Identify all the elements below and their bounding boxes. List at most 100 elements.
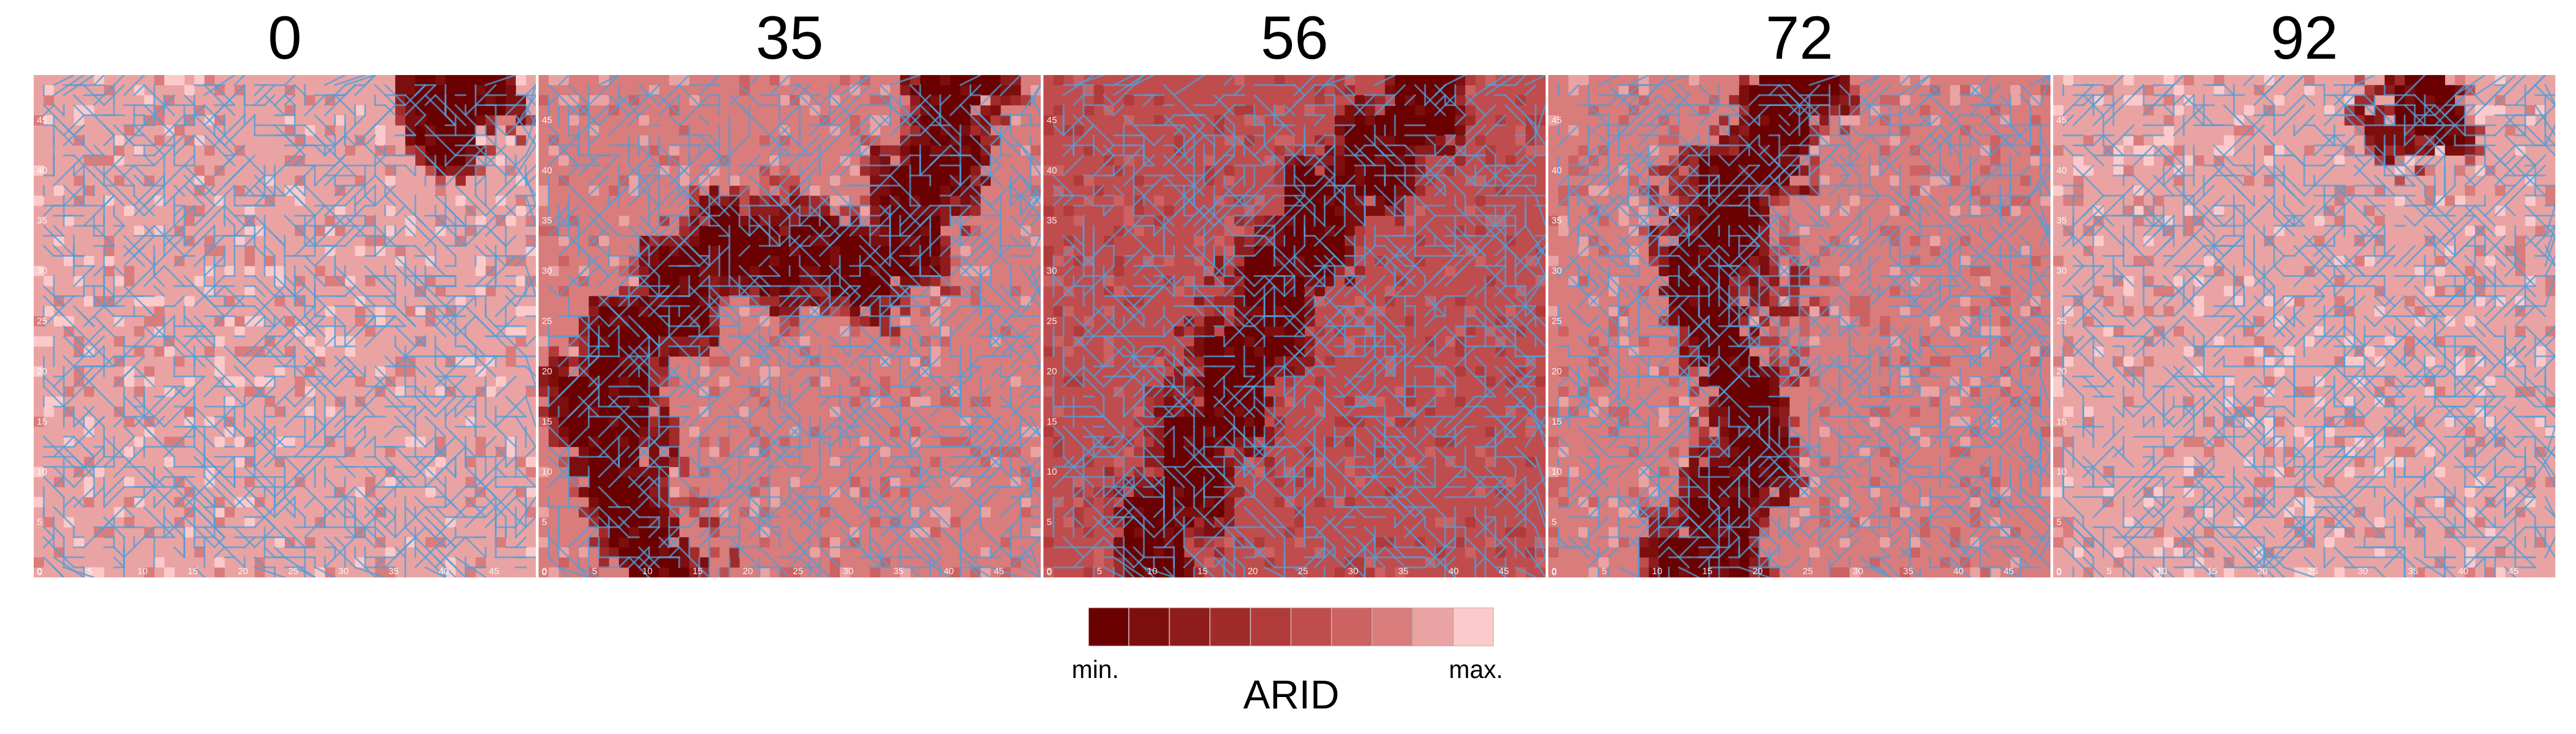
heatmap-cell (184, 85, 195, 96)
network-segment (567, 315, 600, 347)
network-segment (304, 355, 316, 368)
heatmap-cell (1475, 366, 1486, 377)
heatmap-cell (1214, 487, 1225, 497)
heatmap-cell (73, 175, 84, 186)
heatmap-cell (335, 206, 346, 216)
heatmap-cell (415, 306, 426, 316)
heatmap-cell (870, 567, 880, 577)
network-segment (567, 84, 590, 107)
network-segment (1009, 235, 1022, 247)
heatmap-cell (274, 266, 285, 276)
heatmap-cell (659, 457, 670, 468)
heatmap-cell (659, 356, 670, 367)
heatmap-cell (719, 215, 730, 226)
network-segment (1020, 84, 1041, 116)
network-segment (474, 476, 497, 498)
heatmap-cell (234, 235, 245, 246)
network-segment (789, 426, 801, 438)
heatmap-cell (609, 336, 620, 347)
heatmap-cell (1143, 416, 1154, 427)
network-segment (264, 426, 276, 438)
network-segment (608, 476, 620, 488)
heatmap-cell (618, 286, 629, 296)
network-segment (334, 415, 346, 428)
heatmap-cell (890, 235, 901, 246)
heatmap-cell (890, 266, 901, 276)
heatmap-cell (539, 466, 549, 477)
heatmap-cell (790, 215, 800, 226)
heatmap-cell (1264, 306, 1275, 316)
heatmap-cell (304, 537, 315, 548)
network-segment (869, 114, 881, 127)
network-segment (1009, 164, 1041, 197)
heatmap-cell (950, 256, 961, 266)
heatmap-cell (1143, 547, 1154, 558)
heatmap-cell (1455, 346, 1466, 357)
heatmap-cell (1174, 426, 1185, 437)
heatmap-cell (950, 85, 961, 96)
heatmap-cell (64, 215, 74, 226)
network-segment (879, 285, 911, 318)
network-segment (768, 415, 791, 438)
heatmap-cell (1194, 497, 1205, 508)
network-segment (314, 114, 336, 136)
heatmap-cell (759, 567, 770, 577)
heatmap-cell (1114, 567, 1124, 577)
heatmap-cell (669, 75, 680, 85)
network-segment (859, 245, 891, 277)
heatmap-cell (870, 165, 880, 176)
heatmap-cell (1274, 346, 1285, 357)
heatmap-cell (539, 416, 549, 427)
x-tick-label: 10 (642, 566, 653, 576)
network-segment (103, 496, 115, 508)
heatmap-cell (609, 376, 620, 387)
heatmap-cell (849, 477, 860, 488)
network-segment (768, 84, 781, 96)
heatmap-cell (1143, 537, 1154, 548)
network-segment (83, 195, 115, 227)
heatmap-cell (124, 266, 135, 276)
network-segment (618, 496, 650, 528)
network-segment (678, 94, 710, 127)
network-segment (193, 275, 226, 307)
heatmap-cell (578, 446, 589, 457)
heatmap-cell (950, 195, 961, 206)
network-segment (728, 536, 741, 549)
heatmap-cell (749, 195, 760, 206)
network-segment (163, 204, 196, 237)
heatmap-cell (43, 396, 54, 407)
heatmap-cell (930, 145, 941, 156)
network-segment (123, 526, 155, 558)
network-segment (558, 426, 590, 458)
heatmap-cell (1154, 356, 1165, 367)
network-segment (999, 516, 1022, 538)
network-segment (547, 466, 570, 488)
heatmap-cell (589, 366, 599, 377)
network-segment (62, 395, 75, 408)
heatmap-cell (1010, 376, 1021, 387)
heatmap-cell (679, 266, 690, 276)
heatmap-cell (1485, 457, 1496, 468)
heatmap-cell (639, 286, 649, 296)
heatmap-cell (1154, 557, 1165, 568)
network-segment (183, 184, 205, 207)
heatmap-cell (849, 246, 860, 257)
heatmap-cell (455, 155, 466, 166)
heatmap-cell (214, 336, 225, 347)
heatmap-cell (930, 95, 941, 105)
heatmap-cell (1254, 306, 1265, 316)
network-segment (739, 275, 761, 297)
heatmap-cell (598, 547, 609, 558)
heatmap-cell (860, 286, 871, 296)
network-segment (789, 84, 801, 96)
heatmap-cell (609, 446, 620, 457)
heatmap-cell (465, 165, 476, 176)
heatmap-cell (880, 226, 891, 237)
heatmap-cell (719, 446, 730, 457)
network-segment (62, 315, 75, 327)
network-segment (739, 225, 751, 237)
network-segment (789, 385, 811, 408)
heatmap-cell (485, 105, 496, 116)
heatmap-cell (759, 175, 770, 186)
network-segment (254, 446, 276, 468)
